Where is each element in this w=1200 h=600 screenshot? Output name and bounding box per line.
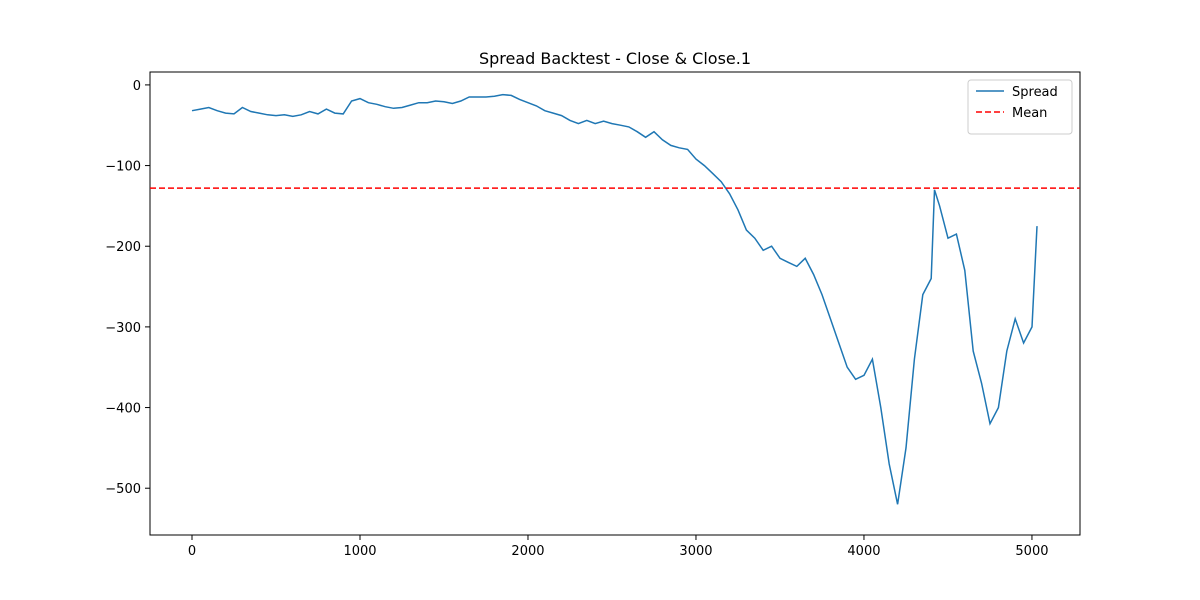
y-tick-label: 0 xyxy=(133,79,141,94)
x-tick-label: 1000 xyxy=(343,544,376,559)
x-tick-label: 2000 xyxy=(511,544,544,559)
y-tick-label: −400 xyxy=(105,402,141,417)
x-tick-label: 4000 xyxy=(847,544,880,559)
y-tick-label: −100 xyxy=(105,160,141,175)
chart-title: Spread Backtest - Close & Close.1 xyxy=(479,49,751,68)
x-tick-label: 5000 xyxy=(1015,544,1048,559)
legend-label: Spread xyxy=(1012,85,1058,100)
plot-area xyxy=(149,71,1081,536)
y-tick-label: −500 xyxy=(105,482,141,497)
x-tick-label: 0 xyxy=(188,544,196,559)
x-tick-label: 3000 xyxy=(679,544,712,559)
y-tick-label: −300 xyxy=(105,321,141,336)
y-tick-label: −200 xyxy=(105,240,141,255)
legend: Spread Mean xyxy=(967,79,1073,135)
series-line xyxy=(191,93,1038,505)
legend-label: Mean xyxy=(1012,106,1047,121)
legend-box xyxy=(967,79,1073,135)
